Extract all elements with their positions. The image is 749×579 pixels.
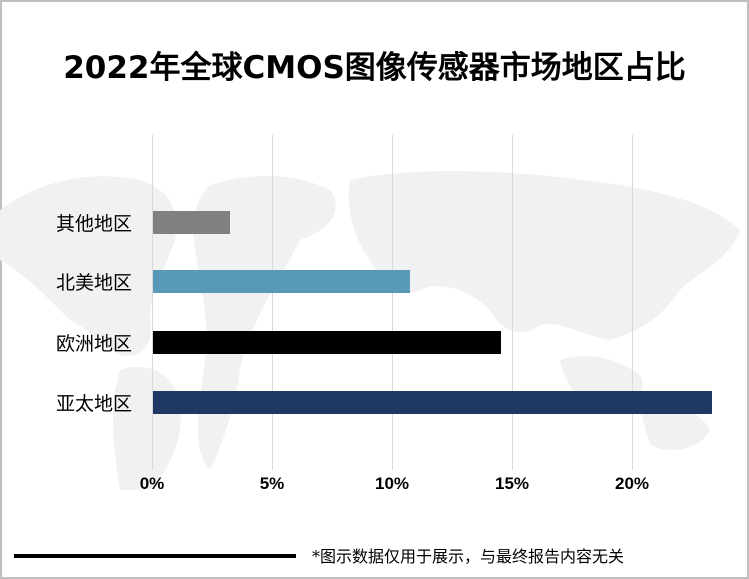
x-tick-label: 5% (259, 474, 285, 493)
footer-note: *图示数据仅用于展示，与最终报告内容无关 (312, 547, 625, 566)
chart-title: 2022年全球CMOS图像传感器市场地区占比 (63, 50, 686, 86)
x-tick-label: 0% (139, 474, 165, 493)
footer-rule (14, 554, 296, 558)
gridline (152, 135, 153, 470)
bar (153, 270, 410, 293)
bar (153, 211, 230, 234)
category-label: 北美地区 (55, 272, 132, 294)
x-tick-label: 20% (614, 474, 650, 493)
category-label: 亚太地区 (55, 393, 132, 415)
bar (153, 331, 501, 354)
gridline (392, 135, 393, 470)
category-label: 欧洲地区 (55, 333, 132, 355)
bar (153, 391, 712, 414)
gridline (632, 135, 633, 470)
x-tick-label: 10% (374, 474, 410, 493)
category-label: 其他地区 (55, 213, 132, 235)
world-map-watermark (0, 170, 740, 490)
x-tick-label: 15% (494, 474, 530, 493)
gridline (272, 135, 273, 470)
gridline (512, 135, 513, 470)
